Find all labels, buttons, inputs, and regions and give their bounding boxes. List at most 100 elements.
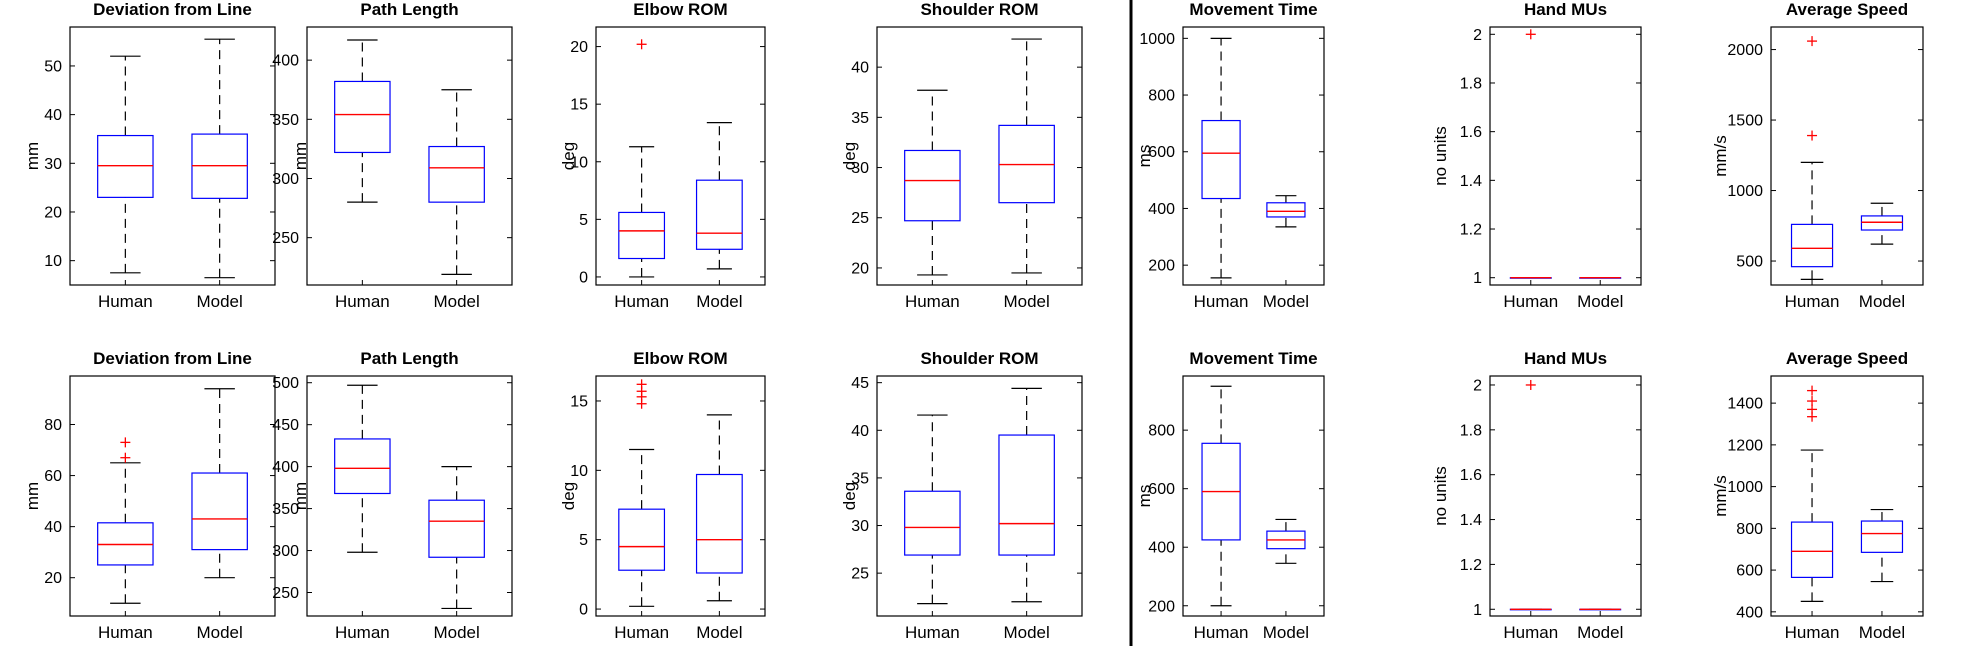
outlier-marker bbox=[120, 452, 131, 463]
y-tick-label: 10 bbox=[44, 253, 62, 270]
y-tick-label: 1.6 bbox=[1460, 124, 1482, 141]
y-tick-label: 1.8 bbox=[1460, 422, 1482, 439]
y-tick-label: 1.4 bbox=[1460, 173, 1482, 190]
axes-frame bbox=[1489, 26, 1642, 286]
chart-panel-8: Deviation from Line mm 20 40 60 80 Human Model bbox=[23, 349, 276, 642]
box-human bbox=[618, 39, 666, 278]
chart-title: Deviation from Line bbox=[93, 0, 252, 19]
y-tick-label: 200 bbox=[1148, 598, 1175, 615]
x-tick-label: Human bbox=[1194, 623, 1249, 642]
y-tick-label: 1500 bbox=[1727, 113, 1763, 130]
y-tick-label: 1.4 bbox=[1460, 512, 1482, 529]
x-tick-label: Human bbox=[905, 623, 960, 642]
y-axis-label: mm/s bbox=[1711, 475, 1730, 517]
y-tick-label: 1.2 bbox=[1460, 557, 1482, 574]
iqr-box bbox=[1201, 119, 1241, 200]
y-tick-label: 500 bbox=[272, 375, 299, 392]
y-tick-label: 400 bbox=[1736, 604, 1763, 621]
iqr-box bbox=[334, 80, 391, 154]
chart-panel-11: Shoulder ROM deg 25 30 35 40 45 Human Model bbox=[840, 349, 1083, 642]
x-tick-label: Human bbox=[905, 292, 960, 311]
chart-panel-4: Shoulder ROM deg 20 25 30 35 40 Human Model bbox=[840, 0, 1083, 311]
x-tick-label: Model bbox=[196, 623, 242, 642]
box-human bbox=[334, 384, 391, 553]
y-axis-label: mm bbox=[291, 142, 310, 170]
y-tick-label: 800 bbox=[1736, 521, 1763, 538]
chart-panel-1: Deviation from Line mm 10 20 30 40 50 Human Mode… bbox=[23, 0, 276, 311]
chart-panel-7: Average Speed mm/s 500 1000 1500 2000 Human Mod… bbox=[1711, 0, 1924, 311]
x-tick-label: Model bbox=[1859, 623, 1905, 642]
y-tick-label: 350 bbox=[272, 501, 299, 518]
y-tick-label: 450 bbox=[272, 417, 299, 434]
y-tick-label: 35 bbox=[851, 470, 869, 487]
y-tick-label: 40 bbox=[851, 60, 869, 77]
chart-title: Path Length bbox=[360, 349, 458, 368]
chart-panel-2: Path Length mm 250 300 350 400 Human Model bbox=[272, 0, 513, 311]
y-axis-label: no units bbox=[1431, 466, 1450, 526]
y-tick-label: 25 bbox=[851, 210, 869, 227]
iqr-box bbox=[1860, 520, 1904, 553]
x-tick-label: Model bbox=[433, 292, 479, 311]
y-tick-label: 800 bbox=[1148, 88, 1175, 105]
y-tick-label: 1.8 bbox=[1460, 75, 1482, 92]
y-tick-label: 5 bbox=[579, 212, 588, 229]
outlier-marker bbox=[636, 39, 647, 50]
box-model bbox=[428, 89, 485, 275]
box-model bbox=[1579, 276, 1622, 279]
chart-title: Elbow ROM bbox=[633, 349, 727, 368]
x-tick-label: Human bbox=[98, 623, 153, 642]
y-tick-label: 15 bbox=[570, 393, 588, 410]
y-tick-label: 30 bbox=[851, 518, 869, 535]
box-human bbox=[1790, 36, 1834, 280]
y-axis-label: deg bbox=[840, 482, 859, 510]
y-axis-label: ms bbox=[1135, 145, 1154, 168]
box-model bbox=[695, 414, 743, 602]
chart-panel-14: Average Speed mm/s 400 600 800 1000 1200 1400 Hu… bbox=[1711, 349, 1924, 642]
outlier-marker bbox=[1807, 36, 1818, 47]
box-model bbox=[1860, 508, 1904, 583]
chart-title: Hand MUs bbox=[1524, 349, 1607, 368]
y-axis-label: no units bbox=[1431, 126, 1450, 186]
x-tick-label: Human bbox=[614, 292, 669, 311]
box-model bbox=[695, 121, 743, 270]
iqr-box bbox=[1860, 215, 1904, 231]
chart-panel-10: Elbow ROM deg 0 5 10 15 Human Model bbox=[559, 349, 766, 642]
y-tick-label: 25 bbox=[851, 566, 869, 583]
box-human bbox=[1509, 29, 1552, 279]
iqr-box bbox=[1790, 223, 1834, 268]
box-human bbox=[1509, 379, 1552, 611]
x-tick-label: Human bbox=[335, 292, 390, 311]
y-tick-label: 1400 bbox=[1727, 396, 1763, 413]
x-tick-label: Human bbox=[1194, 292, 1249, 311]
y-tick-label: 400 bbox=[1148, 201, 1175, 218]
x-tick-label: Model bbox=[1003, 292, 1049, 311]
box-human bbox=[618, 379, 666, 607]
box-human bbox=[97, 55, 154, 274]
axes-frame bbox=[595, 375, 766, 617]
y-axis-label: deg bbox=[559, 142, 578, 170]
chart-panel-9: Path Length mm 250 300 350 400 450 500 Human Mode… bbox=[272, 349, 513, 642]
chart-title: Movement Time bbox=[1189, 0, 1317, 19]
y-tick-label: 20 bbox=[570, 39, 588, 56]
iqr-box bbox=[1266, 202, 1306, 218]
x-tick-label: Model bbox=[1003, 623, 1049, 642]
axes-frame bbox=[1770, 375, 1924, 617]
iqr-box bbox=[618, 508, 666, 571]
y-tick-label: 50 bbox=[44, 58, 62, 75]
chart-title: Average Speed bbox=[1786, 0, 1908, 19]
y-tick-label: 2 bbox=[1473, 377, 1482, 394]
chart-panel-6: Hand MUs no units 1 1.2 1.4 1.6 1.8 2 Human Model bbox=[1431, 0, 1642, 311]
y-tick-label: 1 bbox=[1473, 270, 1482, 287]
x-tick-label: Model bbox=[1263, 292, 1309, 311]
y-axis-label: mm bbox=[23, 142, 42, 170]
box-model bbox=[1266, 518, 1306, 564]
y-tick-label: 40 bbox=[44, 519, 62, 536]
outlier-marker bbox=[1525, 29, 1536, 40]
y-tick-label: 400 bbox=[1148, 540, 1175, 557]
y-tick-label: 600 bbox=[1148, 481, 1175, 498]
box-human bbox=[334, 39, 391, 203]
iqr-box bbox=[695, 179, 743, 250]
y-tick-label: 5 bbox=[579, 532, 588, 549]
box-model bbox=[1579, 608, 1622, 611]
